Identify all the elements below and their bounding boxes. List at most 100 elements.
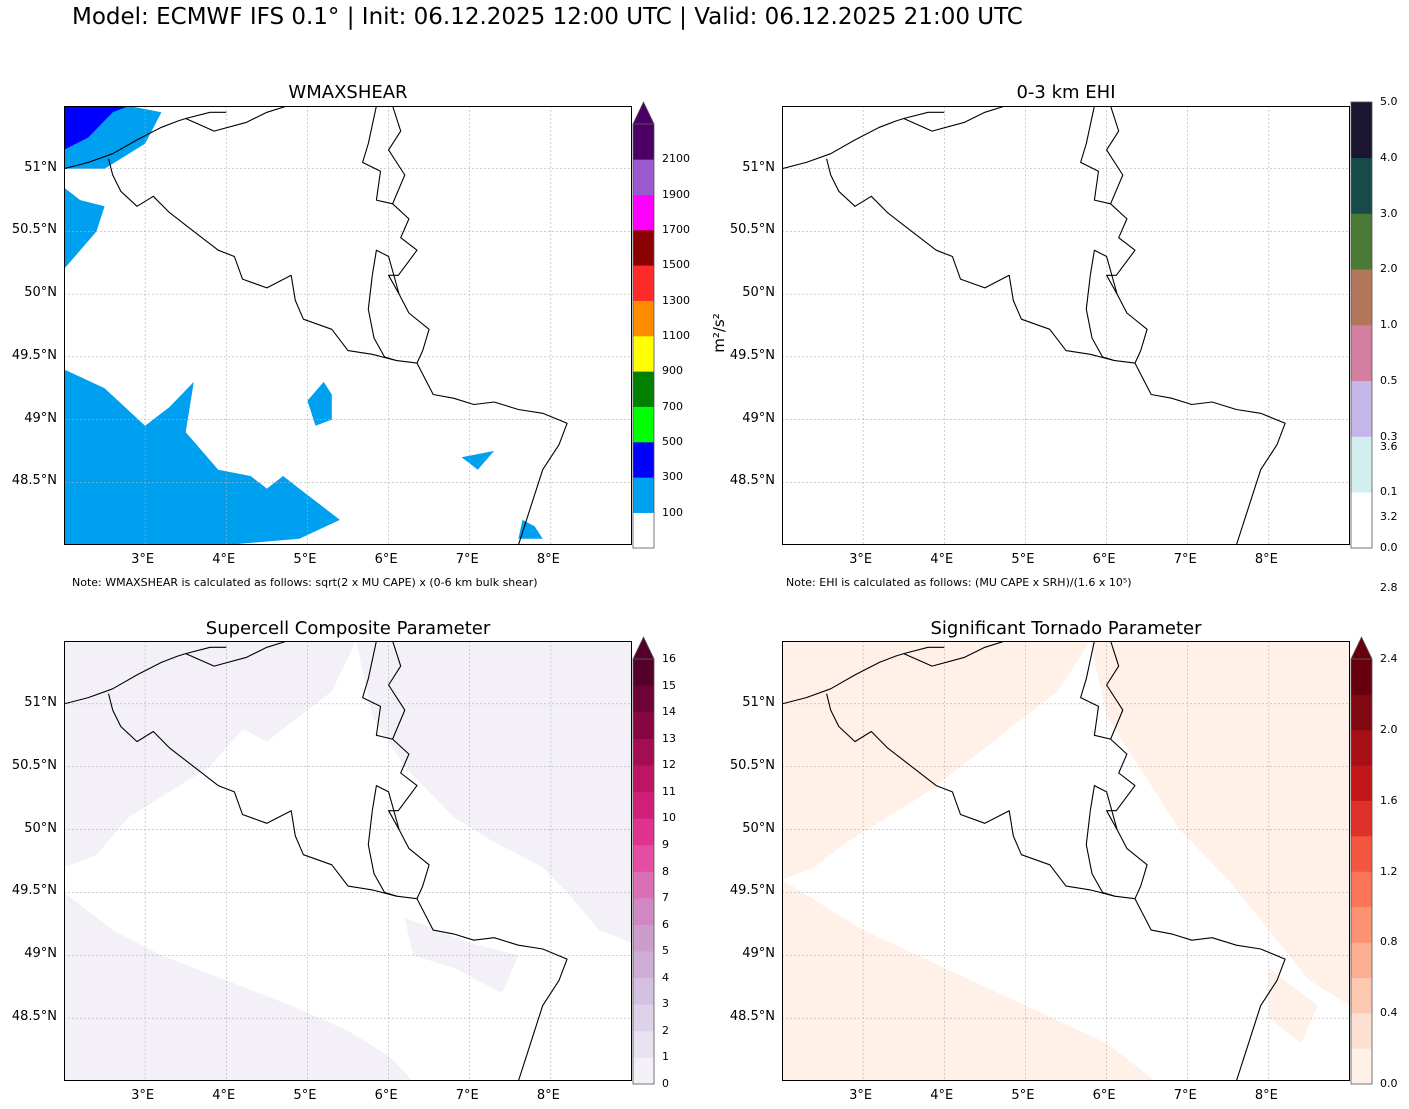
colorbar-tick-label: 0.5 — [1380, 373, 1398, 387]
lat-tick-label: 49°N — [742, 946, 775, 962]
lat-tick-label: 50.5°N — [11, 757, 57, 773]
lon-tick-label: 6°E — [1092, 1088, 1116, 1103]
colorbar-segment — [1351, 380, 1372, 437]
colorbar-tick-label: 9 — [662, 837, 669, 851]
colorbar-tick-label: 300 — [662, 470, 683, 484]
colorbar-segment — [1351, 325, 1372, 382]
lat-tick-label: 48.5°N — [11, 1009, 57, 1025]
shaded-field-area — [461, 450, 495, 470]
colorbar-tick-label: 3.6 — [1380, 439, 1398, 453]
lat-tick-label: 49.5°N — [729, 883, 775, 899]
country-border — [367, 810, 397, 897]
colorbar-segment — [1351, 1048, 1372, 1085]
colorbar-segment — [633, 951, 654, 979]
colorbar-segment — [633, 1030, 654, 1058]
lat-tick-label: 48.5°N — [11, 473, 57, 489]
colorbar-tick-label: 11 — [662, 784, 676, 798]
colorbar-tick-label: 700 — [662, 399, 683, 413]
colorbar-segment — [1351, 436, 1372, 493]
shaded-field-area — [782, 641, 1091, 880]
country-border — [1089, 785, 1118, 830]
map-panel — [64, 106, 632, 545]
country-border — [367, 275, 397, 362]
lat-tick-label: 50°N — [24, 285, 57, 301]
colorbar-segment — [1351, 977, 1372, 1014]
panel-title: WMAXSHEAR — [288, 82, 408, 103]
colorbar-segment — [633, 159, 654, 195]
colorbar-tick-label: 4.0 — [1380, 150, 1398, 164]
colorbar — [632, 101, 655, 549]
country-border — [108, 693, 568, 1081]
colorbar-extend-arrow — [632, 101, 655, 125]
lon-tick-label: 5°E — [293, 1088, 317, 1103]
lon-tick-label: 5°E — [293, 552, 317, 567]
colorbar-tick-label: 3 — [662, 997, 669, 1011]
lon-tick-label: 8°E — [536, 552, 560, 567]
colorbar-segment — [1351, 492, 1372, 549]
colorbar-segment — [1351, 871, 1372, 908]
lon-tick-label: 3°E — [131, 552, 155, 567]
map-panel — [64, 641, 632, 1081]
lat-tick-label: 50.5°N — [729, 757, 775, 773]
shaded-field-area — [64, 369, 340, 545]
colorbar-tick-label: 0.0 — [1380, 541, 1398, 554]
shaded-field-area — [64, 641, 357, 868]
colorbar-tick-label: 0 — [662, 1077, 669, 1090]
lon-tick-label: 7°E — [455, 1088, 479, 1103]
lat-tick-label: 50.5°N — [729, 222, 775, 238]
colorbar-segment — [1351, 102, 1372, 159]
lat-tick-label: 49°N — [24, 946, 57, 962]
map-frame — [64, 106, 632, 545]
colorbar-tick-label: 100 — [662, 505, 683, 519]
country-border — [388, 641, 406, 740]
lon-tick-label: 8°E — [1254, 552, 1278, 567]
lon-tick-label: 5°E — [1011, 1088, 1035, 1103]
coastline — [64, 646, 227, 705]
colorbar-segment — [633, 371, 654, 407]
colorbar-tick-label: 1700 — [662, 223, 690, 236]
colorbar-tick-label: 16 — [662, 652, 676, 665]
colorbar-tick-label: 1100 — [662, 329, 690, 342]
colorbar-tick-label: 3.0 — [1380, 206, 1398, 220]
colorbar-segment — [633, 977, 654, 1005]
panel-title: Significant Tornado Parameter — [930, 618, 1202, 639]
colorbar-frame — [632, 658, 655, 1085]
shaded-field-area — [1268, 967, 1318, 1044]
colorbar-tick-label: 14 — [662, 705, 676, 719]
colorbar-segment — [633, 685, 654, 713]
colorbar-tick-label: 12 — [662, 758, 676, 772]
colorbar-segment — [633, 765, 654, 793]
lat-tick-label: 49°N — [742, 410, 775, 426]
shaded-field-area — [782, 879, 1156, 1081]
colorbar-tick-label: 1900 — [662, 187, 690, 201]
colorbar — [1350, 636, 1373, 1085]
shaded-field-area — [64, 187, 105, 270]
shaded-field-area — [64, 892, 413, 1081]
lon-tick-label: 8°E — [1254, 1088, 1278, 1103]
country-border — [1085, 275, 1115, 362]
colorbar-extend-arrow — [1350, 636, 1373, 660]
colorbar-segment — [633, 1057, 654, 1085]
colorbar-tick-label: 15 — [662, 678, 676, 692]
lat-tick-label: 51°N — [742, 159, 775, 175]
colorbar-segment — [1351, 800, 1372, 837]
colorbar-frame — [1350, 658, 1373, 1085]
colorbar-segment — [1351, 906, 1372, 943]
colorbar-segment — [1351, 1013, 1372, 1049]
country-border — [185, 106, 288, 132]
lat-tick-label: 50.5°N — [11, 222, 57, 238]
lat-tick-label: 51°N — [24, 694, 57, 710]
lon-tick-label: 4°E — [930, 552, 954, 567]
colorbar-tick-label: 2.0 — [1380, 722, 1398, 736]
colorbar — [1350, 101, 1373, 549]
lon-tick-label: 6°E — [374, 552, 398, 567]
colorbar-segment — [633, 406, 654, 443]
lon-tick-label: 7°E — [455, 552, 479, 567]
colorbar-tick-label: 0.3 — [1380, 429, 1398, 443]
country-border — [185, 641, 288, 667]
country-border — [903, 106, 1006, 132]
colorbar-tick-label: 1.2 — [1380, 864, 1398, 878]
map-frame — [64, 641, 632, 1081]
lon-tick-label: 7°E — [1173, 552, 1197, 567]
lon-tick-label: 3°E — [849, 552, 873, 567]
